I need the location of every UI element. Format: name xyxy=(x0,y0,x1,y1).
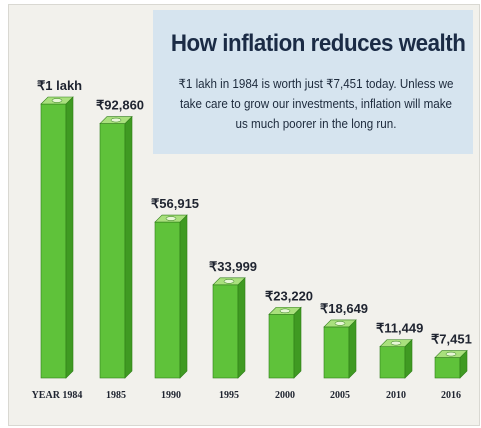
bar-front xyxy=(434,357,461,379)
bar-side xyxy=(65,96,74,379)
chart-subtitle: ₹1 lakh in 1984 is worth just ₹7,451 tod… xyxy=(178,77,454,131)
bar-top-highlight xyxy=(445,351,457,357)
bar xyxy=(434,349,468,379)
value-label: ₹56,915 xyxy=(151,196,199,211)
x-tick-label: 1995 xyxy=(219,390,239,401)
value-label: ₹23,220 xyxy=(265,288,313,303)
bar-top-highlight xyxy=(334,321,346,326)
bar-top-highlight xyxy=(110,117,122,123)
value-label: ₹7,451 xyxy=(431,332,472,347)
x-tick-label: 2005 xyxy=(330,390,350,401)
bar-top-highlight xyxy=(51,98,63,103)
bar-side xyxy=(179,214,188,379)
bar-front xyxy=(99,123,126,379)
value-label: ₹18,649 xyxy=(320,301,368,316)
bar xyxy=(99,115,133,379)
bar-top-highlight xyxy=(390,340,402,346)
bar-side xyxy=(348,319,357,379)
bar-front xyxy=(323,326,350,379)
x-tick-label: YEAR 1984 xyxy=(32,390,83,401)
bar xyxy=(323,319,357,379)
bar xyxy=(40,96,74,379)
bar-top-highlight xyxy=(223,279,235,284)
bar-side xyxy=(293,306,302,379)
bar xyxy=(154,214,188,379)
bar-front xyxy=(40,103,67,379)
bar-front xyxy=(154,221,181,379)
x-tick-label: 1985 xyxy=(106,390,126,401)
bar-front xyxy=(212,284,239,379)
bar xyxy=(212,277,246,379)
bar xyxy=(268,306,302,379)
value-label: ₹33,999 xyxy=(209,259,257,274)
header-panel xyxy=(153,10,473,154)
x-tick-label: 2000 xyxy=(275,390,295,401)
bar-side xyxy=(237,277,246,379)
bar-front xyxy=(268,314,295,379)
bar-side xyxy=(124,115,133,379)
value-label: ₹11,449 xyxy=(376,321,423,336)
chart-title: How inflation reduces wealth xyxy=(170,30,466,57)
bar xyxy=(379,338,413,379)
x-tick-label: 2010 xyxy=(386,390,406,401)
x-tick-label: 2016 xyxy=(441,390,461,401)
x-tick-label: 1990 xyxy=(161,390,181,401)
value-label: ₹92,860 xyxy=(96,98,144,113)
value-label: ₹1 lakh xyxy=(37,78,82,93)
bar-top-highlight xyxy=(279,308,291,314)
bar-front xyxy=(379,346,406,379)
bar-top-highlight xyxy=(165,216,177,221)
